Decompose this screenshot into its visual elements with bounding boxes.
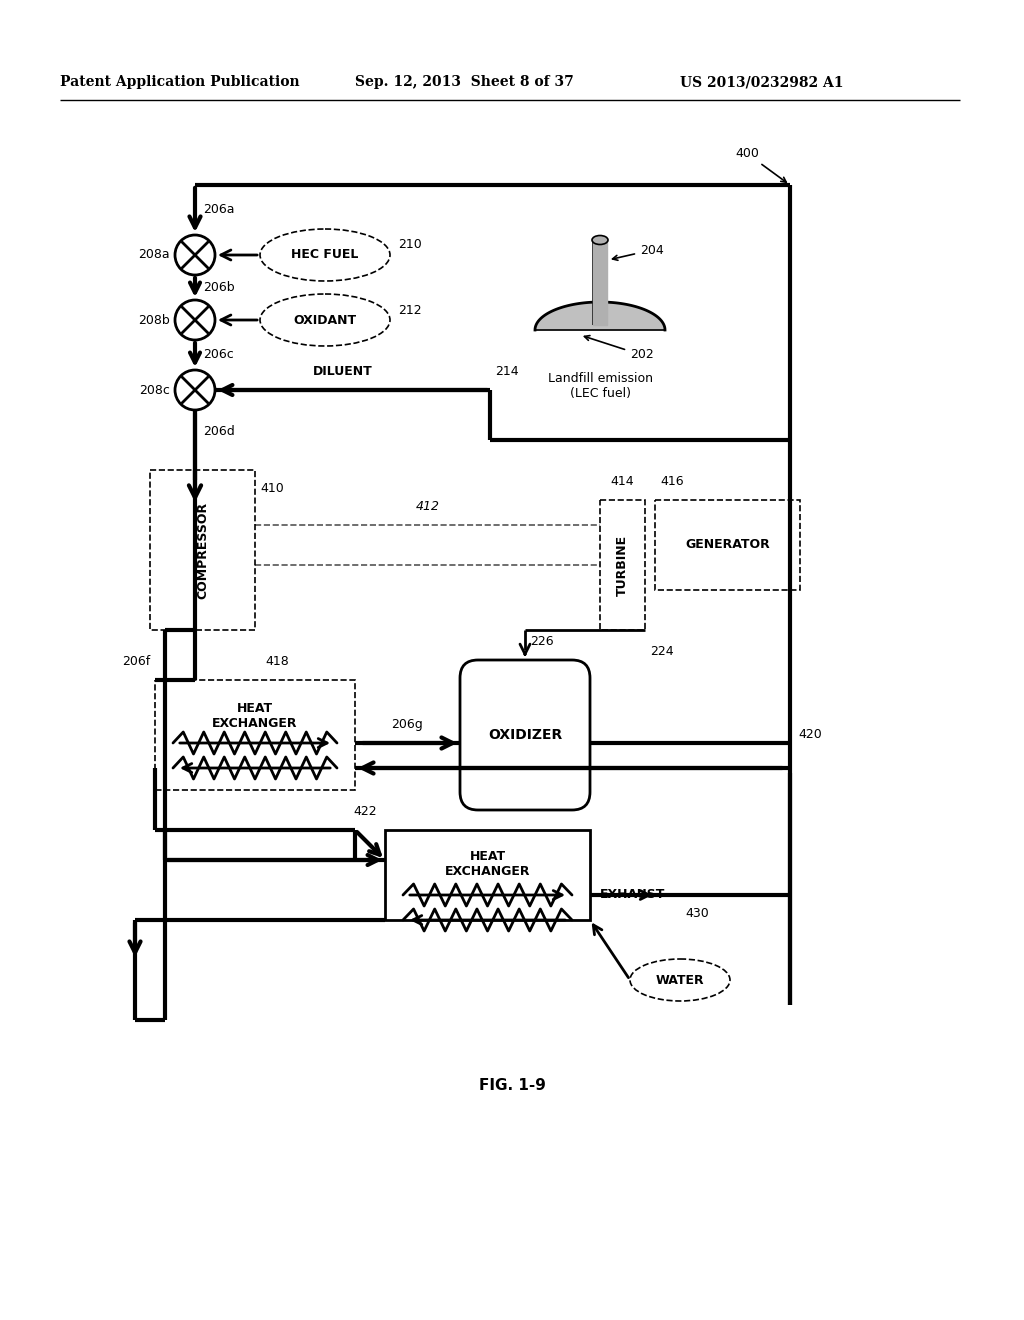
Text: 422: 422 bbox=[353, 805, 377, 818]
Text: 206f: 206f bbox=[122, 655, 150, 668]
Text: HEAT
EXCHANGER: HEAT EXCHANGER bbox=[444, 850, 530, 878]
Text: 204: 204 bbox=[612, 243, 664, 260]
Text: 208a: 208a bbox=[138, 248, 170, 261]
Text: 420: 420 bbox=[798, 729, 821, 742]
Text: Landfill emission: Landfill emission bbox=[548, 372, 652, 385]
Text: 226: 226 bbox=[530, 635, 554, 648]
Text: OXIDIZER: OXIDIZER bbox=[487, 729, 562, 742]
Text: 206b: 206b bbox=[203, 281, 234, 294]
Text: DILUENT: DILUENT bbox=[312, 366, 373, 378]
Bar bbox=[385, 830, 590, 920]
Text: COMPRESSOR: COMPRESSOR bbox=[196, 502, 209, 598]
Text: Patent Application Publication: Patent Application Publication bbox=[60, 75, 300, 88]
Text: 410: 410 bbox=[260, 482, 284, 495]
Bar bbox=[655, 500, 800, 590]
Text: 214: 214 bbox=[495, 366, 518, 378]
Text: GENERATOR: GENERATOR bbox=[685, 539, 770, 552]
Text: 206c: 206c bbox=[203, 348, 233, 362]
Text: HEAT
EXCHANGER: HEAT EXCHANGER bbox=[212, 702, 298, 730]
Text: 430: 430 bbox=[685, 907, 709, 920]
Ellipse shape bbox=[592, 235, 608, 244]
Bar bbox=[150, 470, 255, 630]
Text: 212: 212 bbox=[398, 304, 422, 317]
Text: 202: 202 bbox=[585, 335, 653, 362]
Text: US 2013/0232982 A1: US 2013/0232982 A1 bbox=[680, 75, 844, 88]
Text: 400: 400 bbox=[735, 147, 786, 182]
Text: 416: 416 bbox=[660, 475, 684, 488]
Polygon shape bbox=[535, 302, 665, 330]
Text: (LEC fuel): (LEC fuel) bbox=[569, 387, 631, 400]
Text: FIG. 1-9: FIG. 1-9 bbox=[478, 1077, 546, 1093]
Text: EXHAUST: EXHAUST bbox=[600, 888, 666, 902]
Text: 418: 418 bbox=[265, 655, 289, 668]
Text: 206g: 206g bbox=[391, 718, 423, 731]
Text: 206d: 206d bbox=[203, 425, 234, 438]
Text: OXIDANT: OXIDANT bbox=[294, 314, 356, 326]
Text: 208b: 208b bbox=[138, 314, 170, 326]
Text: HEC FUEL: HEC FUEL bbox=[291, 248, 358, 261]
Text: 414: 414 bbox=[610, 475, 634, 488]
Text: WATER: WATER bbox=[655, 974, 705, 986]
Bar bbox=[600, 500, 645, 630]
Text: 412: 412 bbox=[416, 500, 439, 513]
Text: 208c: 208c bbox=[139, 384, 170, 396]
Text: TURBINE: TURBINE bbox=[616, 535, 629, 595]
Bar bbox=[155, 680, 355, 789]
Text: Sep. 12, 2013  Sheet 8 of 37: Sep. 12, 2013 Sheet 8 of 37 bbox=[355, 75, 573, 88]
Text: 224: 224 bbox=[650, 645, 674, 657]
Text: 210: 210 bbox=[398, 239, 422, 252]
Text: 206a: 206a bbox=[203, 203, 234, 216]
